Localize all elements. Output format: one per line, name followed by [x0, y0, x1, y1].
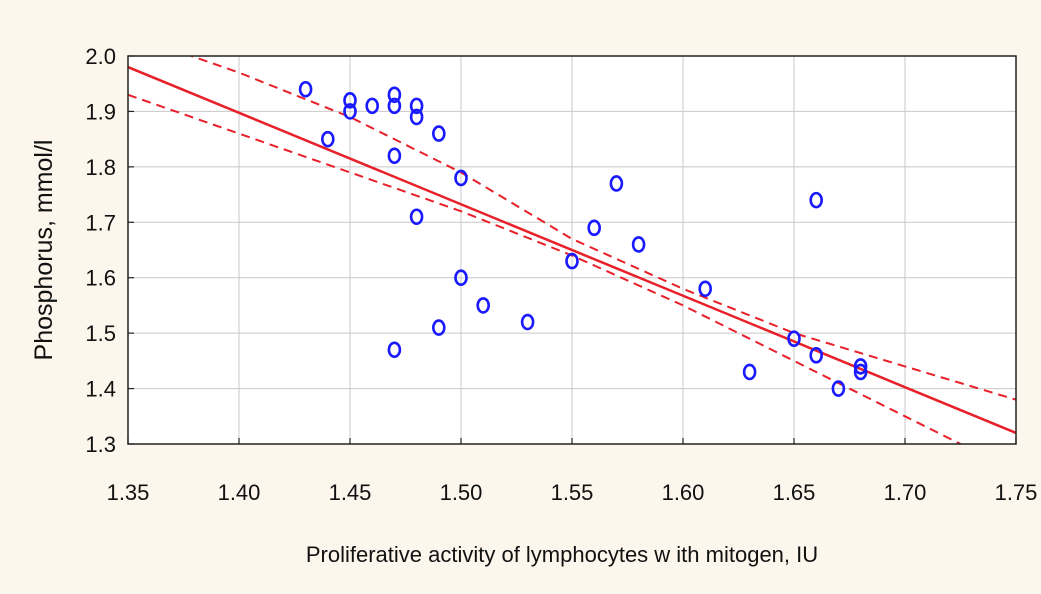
x-tick-label: 1.45: [329, 480, 372, 505]
data-point: [520, 313, 535, 331]
data-point: [431, 125, 446, 142]
data-point: [787, 330, 801, 347]
x-tick-label: 1.60: [662, 480, 705, 505]
data-point: [831, 380, 846, 397]
data-point: [387, 341, 402, 359]
data-point: [387, 97, 402, 115]
data-point: [409, 108, 424, 126]
data-point: [587, 219, 602, 237]
data-points: [298, 80, 868, 397]
x-tick-label: 1.50: [440, 480, 483, 505]
data-point: [609, 175, 624, 192]
data-point: [431, 319, 446, 336]
x-tick-label: 1.40: [218, 480, 261, 505]
confidence-band-upper: [188, 56, 1016, 401]
confidence-bands: [128, 56, 1016, 444]
data-point: [409, 97, 424, 115]
data-point: [476, 297, 491, 314]
regression-line: [128, 65, 1016, 435]
data-point: [809, 347, 824, 364]
regression-line-group: [128, 65, 1016, 435]
y-tick-label: 1.6: [85, 266, 116, 291]
data-point: [343, 92, 357, 109]
y-tick-label: 1.4: [85, 377, 116, 402]
data-point: [631, 236, 646, 253]
y-tick-label: 1.9: [85, 99, 116, 124]
x-tick-label: 1.35: [107, 480, 150, 505]
x-tick-label: 1.75: [995, 480, 1038, 505]
data-point: [565, 252, 579, 270]
data-point: [409, 208, 424, 226]
y-tick-label: 1.8: [85, 155, 116, 180]
y-tick-label: 1.5: [85, 321, 116, 346]
data-point: [809, 191, 824, 209]
data-point: [853, 363, 868, 381]
data-point: [298, 80, 313, 98]
y-tick-label: 2.0: [85, 44, 116, 69]
x-axis-ticks: 1.35 1.40 1.45 1.50 1.55 1.60 1.65 1.70 1.75: [107, 438, 1038, 505]
data-point: [320, 130, 335, 148]
y-tick-label: 1.3: [85, 432, 116, 457]
data-point: [454, 269, 468, 287]
confidence-band-lower: [128, 93, 963, 444]
x-tick-label: 1.55: [551, 480, 594, 505]
x-axis-title: Proliferative activity of lymphocytes w …: [306, 542, 818, 567]
y-axis-ticks: 2.0 1.9 1.8 1.7 1.6 1.5 1.4 1.3: [85, 44, 134, 457]
x-tick-label: 1.65: [773, 480, 816, 505]
data-point: [365, 97, 380, 115]
data-point: [387, 86, 402, 104]
y-axis-title: Phosphorus, mmol/l: [30, 140, 58, 361]
y-tick-label: 1.7: [85, 210, 116, 235]
data-point: [454, 169, 468, 187]
data-point: [387, 147, 402, 165]
data-point: [853, 358, 868, 375]
x-tick-label: 1.70: [884, 480, 927, 505]
data-point: [698, 280, 713, 298]
data-point: [742, 363, 757, 381]
data-point: [343, 103, 357, 120]
